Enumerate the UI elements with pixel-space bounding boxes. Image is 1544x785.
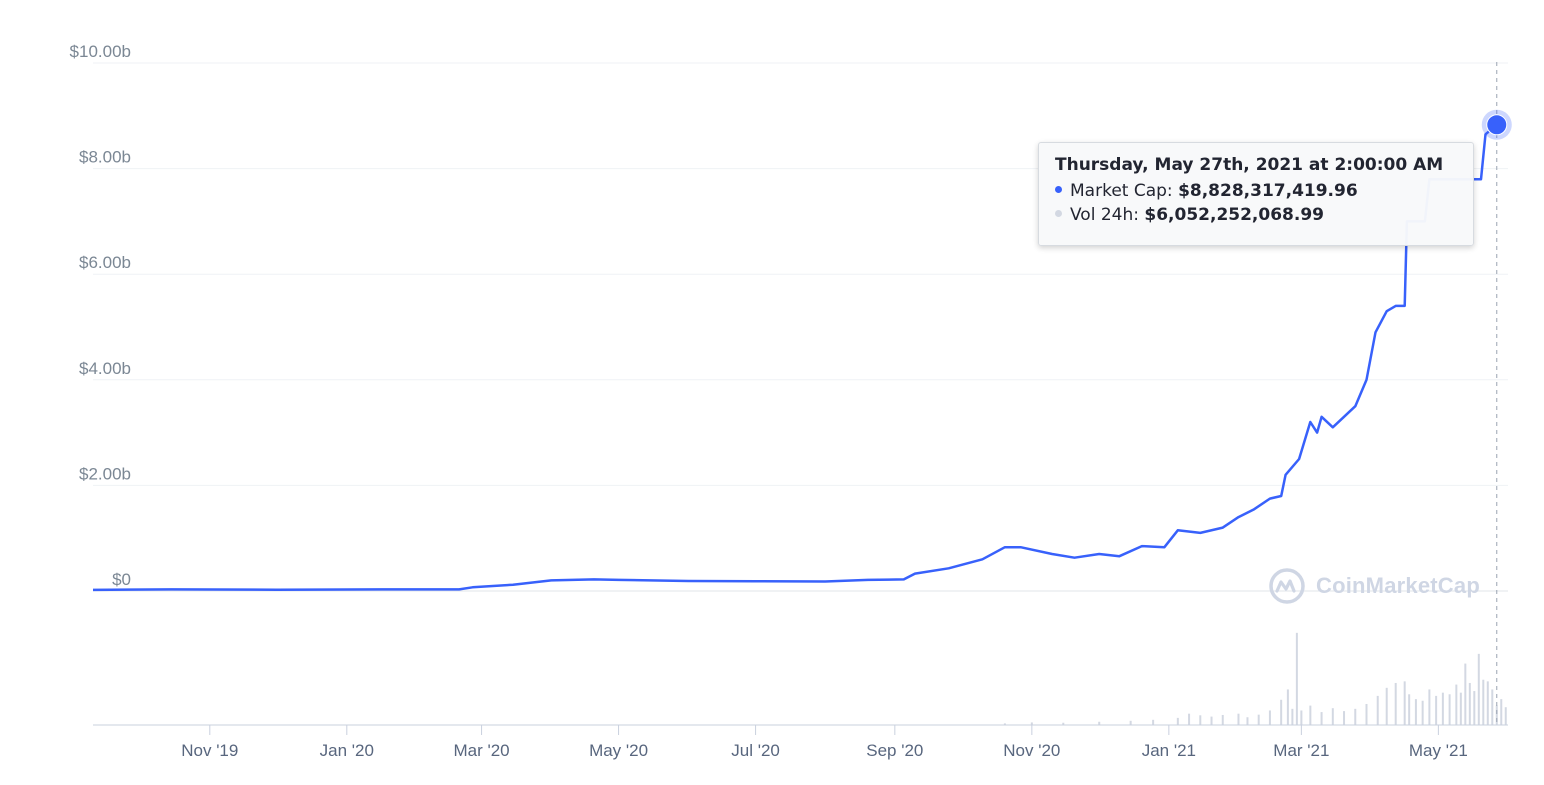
volume-bar	[1295, 632, 1298, 725]
x-tick-label: Nov '19	[181, 741, 238, 760]
volume-bar	[1403, 681, 1406, 725]
volume-bar	[1309, 705, 1312, 725]
volume-bar	[1210, 716, 1213, 725]
volume-bar	[1500, 699, 1503, 725]
tooltip-value-volume: $6,052,252,068.99	[1144, 205, 1324, 225]
y-tick-label: $6.00b	[79, 253, 131, 272]
volume-bar	[1152, 719, 1155, 725]
y-tick-label: $2.00b	[79, 464, 131, 483]
x-tick-label: May '21	[1409, 741, 1468, 760]
volume-bar	[1062, 722, 1065, 725]
volume-bar	[1098, 721, 1101, 725]
volume-bar	[1354, 708, 1357, 725]
volume-bar	[1268, 710, 1271, 725]
volume-bar	[1477, 653, 1480, 725]
x-tick-label: Mar '20	[453, 741, 509, 760]
coinmarketcap-logo-icon	[1269, 568, 1305, 604]
tooltip-label-market-cap: Market Cap:	[1070, 181, 1173, 201]
volume-bar	[1486, 681, 1489, 725]
volume-bar	[1365, 703, 1368, 725]
volume-bar	[1428, 689, 1431, 725]
volume-bar	[1376, 695, 1379, 725]
hover-marker-point	[1486, 114, 1508, 136]
x-tick-label: Jan '20	[320, 741, 374, 760]
y-tick-label: $10.00b	[70, 42, 131, 61]
volume-bar	[1129, 720, 1132, 725]
y-tick-label: $4.00b	[79, 359, 131, 378]
watermark-text: CoinMarketCap	[1316, 573, 1480, 598]
x-axis: Nov '19 Jan '20 Mar '20 May '20 Jul '20 Sep '…	[181, 725, 1468, 760]
series-group	[92, 123, 1498, 592]
tooltip-row-market-cap: Market Cap: $8,828,317,419.96	[1055, 179, 1457, 203]
volume-bar	[1473, 691, 1476, 725]
volume-bar	[1030, 722, 1033, 725]
volume-bar	[1221, 714, 1224, 725]
volume-bars	[1003, 632, 1507, 725]
volume-bar	[1455, 684, 1458, 725]
volume-bar	[1003, 723, 1006, 725]
y-tick-label: $0	[112, 570, 131, 589]
coinmarketcap-watermark: CoinMarketCap	[1268, 567, 1480, 605]
volume-bar	[1385, 687, 1388, 725]
hover-tooltip: Thursday, May 27th, 2021 at 2:00:00 AM M…	[1038, 142, 1474, 246]
x-tick-label: Jul '20	[731, 741, 780, 760]
tooltip-label-volume: Vol 24h:	[1070, 205, 1139, 225]
volume-bar	[1394, 682, 1397, 725]
tooltip-row-volume: Vol 24h: $6,052,252,068.99	[1055, 203, 1457, 227]
tooltip-value-market-cap: $8,828,317,419.96	[1178, 181, 1358, 201]
volume-bar	[1343, 711, 1346, 725]
volume-bar	[1280, 699, 1283, 725]
volume-bar	[1421, 700, 1424, 725]
volume-bar	[1504, 707, 1507, 725]
volume-bar	[1441, 692, 1444, 725]
volume-bar	[1464, 663, 1467, 725]
volume-bar	[1286, 689, 1289, 725]
volume-bar	[1237, 713, 1240, 725]
x-tick-label: Jan '21	[1142, 741, 1196, 760]
volume-bar	[1320, 712, 1323, 725]
volume-bar	[1414, 699, 1417, 725]
volume-bar	[1408, 694, 1411, 725]
volume-bar	[1176, 717, 1179, 725]
x-tick-label: May '20	[589, 741, 648, 760]
volume-bar	[1257, 714, 1260, 725]
volume-bar	[1459, 692, 1462, 725]
hover-marker-group	[1481, 62, 1512, 725]
volume-bar	[1300, 710, 1303, 725]
tooltip-title: Thursday, May 27th, 2021 at 2:00:00 AM	[1055, 155, 1444, 175]
market-cap-line	[92, 123, 1498, 592]
x-tick-label: Nov '20	[1003, 741, 1060, 760]
y-tick-label: $8.00b	[79, 148, 131, 167]
volume-bar	[1468, 682, 1471, 725]
volume-bar	[1491, 689, 1494, 725]
volume-bar	[1331, 708, 1334, 725]
volume-bar	[1291, 708, 1294, 725]
x-tick-label: Mar '21	[1273, 741, 1329, 760]
volume-bar	[1246, 717, 1249, 725]
x-tick-label: Sep '20	[866, 741, 923, 760]
volume-bar	[1448, 694, 1451, 725]
volume-bar	[1482, 679, 1485, 725]
volume-bar	[1495, 705, 1498, 725]
volume-bar	[1435, 695, 1438, 725]
volume-legend-dot	[1055, 209, 1062, 217]
volume-bar	[1188, 713, 1191, 725]
market-cap-legend-dot	[1055, 185, 1062, 193]
y-axis: $0 $2.00b $4.00b $6.00b $8.00b $10.00b	[70, 42, 131, 589]
volume-bar	[1199, 715, 1202, 725]
